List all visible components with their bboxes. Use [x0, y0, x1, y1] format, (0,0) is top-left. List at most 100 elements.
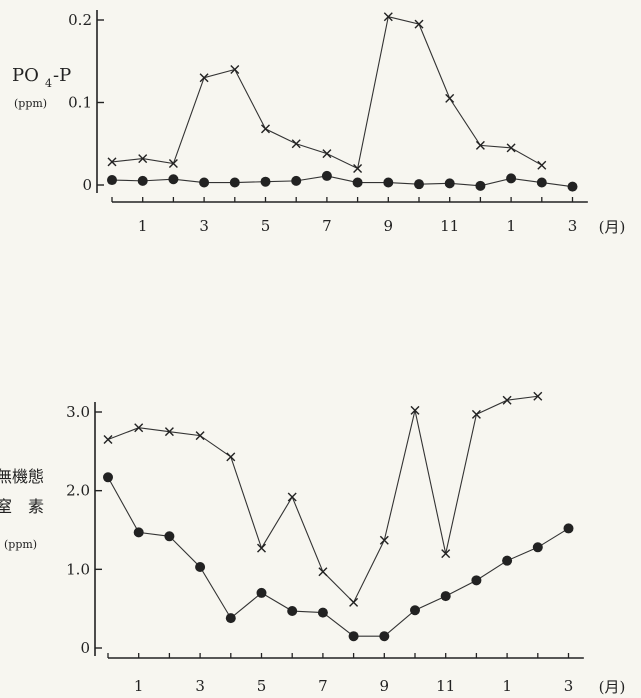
top-ylabel-main: PO	[12, 65, 39, 86]
data-point-dot	[133, 527, 144, 538]
data-point-x	[164, 427, 174, 437]
data-point-x	[199, 73, 209, 83]
x-marker-stroke	[506, 143, 516, 153]
data-point-dot	[287, 606, 298, 617]
data-point-x	[475, 140, 485, 150]
x-marker-stroke	[291, 139, 301, 149]
x-tick-label: 5	[257, 677, 267, 695]
top-ylabel-rest: -P	[53, 65, 71, 86]
x-tick-label: 3	[199, 217, 209, 235]
data-point-x	[353, 164, 363, 173]
data-point-dot	[383, 177, 394, 188]
data-point-x	[261, 124, 270, 134]
x-tick-label: 9	[380, 677, 390, 695]
data-point-dot	[199, 177, 210, 188]
data-point-dot	[471, 575, 482, 586]
x-marker-stroke	[537, 160, 547, 170]
x-marker-stroke	[383, 12, 393, 22]
data-point-dot	[107, 175, 117, 186]
data-point-dot	[321, 170, 332, 181]
data-point-dot	[444, 178, 455, 189]
data-point-dot	[410, 605, 420, 616]
y-tick-label: 0	[82, 176, 92, 194]
series-line-dot	[107, 477, 569, 637]
bottom-series	[103, 391, 574, 642]
data-point-dot	[256, 587, 267, 598]
x-marker-stroke	[230, 65, 240, 74]
x-marker-stroke	[414, 19, 424, 29]
data-point-dot	[225, 613, 236, 624]
y-tick-label: 3.0	[66, 403, 90, 421]
data-point-dot	[229, 177, 240, 188]
x-tick-label: 5	[261, 217, 271, 235]
data-point-x	[502, 395, 512, 405]
x-tick-label: 7	[322, 217, 332, 235]
bottom-axes	[94, 402, 584, 659]
x-tick-label: 11	[436, 677, 455, 695]
x-marker-stroke	[318, 567, 328, 577]
bottom-ylabel-line1: 無機態	[0, 467, 44, 486]
x-tick-label: 1	[502, 677, 512, 695]
data-point-dot	[164, 531, 175, 542]
y-tick-label: 0	[80, 639, 90, 657]
data-point-dot	[506, 173, 517, 184]
x-marker-stroke	[322, 149, 332, 159]
top-x-tick-labels: 1 3 5 7 9 11 1 3	[138, 217, 577, 235]
x-marker-stroke	[168, 159, 178, 169]
top-x-unit: (月)	[599, 218, 626, 236]
x-marker-stroke	[502, 395, 512, 405]
data-point-x	[537, 160, 547, 170]
x-marker-stroke	[441, 549, 451, 559]
x-tick-label: 1	[506, 217, 516, 235]
x-tick-label: 3	[568, 217, 578, 235]
x-tick-label: 3	[564, 677, 574, 695]
data-point-x	[349, 597, 359, 607]
x-tick-label: 3	[195, 677, 205, 695]
data-point-dot	[414, 179, 424, 190]
y-tick-label: 0.2	[68, 11, 92, 29]
x-tick-label: 1	[134, 677, 144, 695]
data-point-x	[230, 65, 240, 74]
y-tick-label: 2.0	[66, 482, 90, 500]
top-y-tick-labels: 0 0.1 0.2	[68, 11, 92, 194]
x-marker-stroke	[287, 492, 297, 502]
x-tick-label: 11	[440, 217, 459, 235]
data-point-x	[471, 409, 481, 419]
data-point-dot	[291, 175, 302, 186]
data-point-dot	[475, 180, 486, 191]
x-marker-stroke	[475, 140, 485, 150]
x-tick-label: 9	[384, 217, 394, 235]
data-point-x	[134, 423, 144, 433]
x-marker-stroke	[261, 124, 270, 134]
x-marker-stroke	[164, 427, 174, 437]
x-marker-stroke	[107, 157, 117, 167]
data-point-dot	[536, 177, 547, 188]
x-marker-stroke	[349, 597, 359, 607]
series-line-dot	[111, 175, 573, 188]
x-marker-stroke	[103, 435, 113, 445]
data-point-dot	[563, 523, 574, 534]
data-point-x	[257, 543, 266, 553]
data-point-dot	[137, 175, 148, 186]
data-point-x	[445, 93, 455, 103]
x-marker-stroke	[257, 543, 266, 553]
data-point-x	[168, 159, 178, 169]
bottom-ylabel-unit: (ppm)	[4, 538, 37, 551]
data-point-x	[410, 405, 420, 415]
data-point-x	[383, 12, 393, 22]
data-point-x	[138, 154, 148, 164]
data-point-dot	[103, 472, 113, 483]
data-point-dot	[260, 176, 271, 187]
top-ylabel-unit: (ppm)	[14, 97, 47, 110]
bottom-y-tick-labels: 0 1.0 2.0 3.0	[66, 403, 90, 657]
data-point-dot	[379, 631, 390, 642]
data-point-x	[291, 139, 301, 149]
bottom-ylabel-line2: 窒 素	[0, 497, 44, 516]
top-ylabel: PO 4 -P (ppm)	[12, 65, 71, 110]
data-point-dot	[502, 555, 513, 566]
y-tick-label: 0.1	[68, 94, 92, 112]
x-marker-stroke	[471, 409, 481, 419]
data-point-x	[379, 535, 389, 545]
bottom-ylabel: 無機態 窒 素 (ppm)	[0, 467, 44, 551]
top-axes	[96, 10, 588, 203]
